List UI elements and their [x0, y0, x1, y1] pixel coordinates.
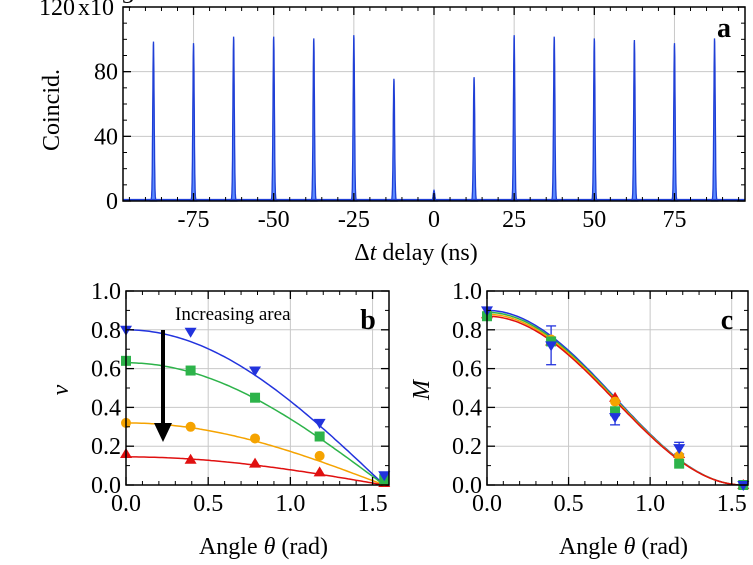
x-tick-label: 50 — [582, 207, 606, 233]
panel-letter: a — [717, 13, 731, 44]
y-tick-label: 0.2 — [452, 434, 482, 460]
y-tick-label: 0.8 — [452, 318, 482, 344]
y-axis-label: v — [48, 384, 74, 395]
x-tick-label: 25 — [502, 207, 526, 233]
data-point-circle — [314, 450, 325, 461]
y-tick-label: 0.0 — [452, 473, 482, 499]
panel-b: 0.0 0.5 1.0 1.5 0.0 0.2 0.4 0.6 0.8 1.0 v Angle θ (… — [48, 279, 391, 560]
x-axis-label-suffix: (rad) — [275, 534, 328, 560]
panel-letter: c — [721, 305, 733, 336]
x-axis-label: Δt delay (ns) — [354, 240, 477, 266]
data-point-square — [674, 458, 685, 469]
coincidence-peak — [670, 43, 679, 202]
x-tick-label: 0.0 — [472, 491, 502, 517]
data-point-square — [185, 365, 196, 376]
y-tick-label: 40 — [94, 124, 118, 150]
coincidence-peak — [590, 38, 599, 202]
data-point-circle — [610, 396, 621, 407]
x-axis-label-prefix: Δ — [354, 240, 369, 266]
y-multiplier: x10 — [78, 0, 114, 21]
y-tick-label: 0.6 — [452, 357, 482, 383]
x-tick-label: 0.0 — [111, 491, 141, 517]
y-tick-label: 0.4 — [452, 395, 482, 421]
data-point-square — [314, 431, 325, 442]
y-tick-label: 0.6 — [91, 357, 121, 383]
y-tick-label: 80 — [94, 60, 118, 86]
x-tick-label: -25 — [338, 207, 370, 233]
y-tick-label: 0.2 — [91, 434, 121, 460]
coincidence-peak — [350, 35, 358, 202]
data-point-triangle-down — [737, 481, 750, 491]
x-tick-label: -75 — [178, 207, 210, 233]
coincidence-peak — [149, 41, 158, 202]
x-axis-label-var: t — [370, 240, 378, 266]
coincidence-peak — [229, 36, 238, 202]
data-point-triangle-down — [609, 413, 622, 424]
data-point-triangle-down — [184, 327, 197, 338]
y-tick-label: 0.8 — [91, 318, 121, 344]
x-axis-label-suffix: (rad) — [635, 534, 688, 560]
x-tick-label: 0.5 — [193, 491, 223, 517]
data-point-triangle-up — [184, 453, 197, 464]
y-tick-label: 0.0 — [91, 473, 121, 499]
data-point-triangle-down — [313, 418, 326, 429]
x-axis-label-var: θ — [264, 534, 276, 560]
x-tick-label: 0 — [428, 207, 440, 233]
y-tick-label: 0.4 — [91, 395, 121, 421]
panel-c: 0.0 0.5 1.0 1.5 0.0 0.2 0.4 0.6 0.8 1.0 M Angle θ (… — [409, 279, 750, 560]
y-multiplier-exponent: 3 — [122, 0, 134, 9]
x-axis-label-prefix: Angle — [199, 534, 264, 560]
data-point-triangle-down — [378, 471, 391, 482]
x-axis-label-suffix: delay (ns) — [376, 240, 477, 266]
x-axis-label: Angle θ (rad) — [559, 534, 688, 560]
x-tick-label: 75 — [662, 207, 686, 233]
x-tick-label: 1.0 — [275, 491, 305, 517]
y-axis-label: M — [409, 378, 435, 401]
x-tick-label: 0.5 — [554, 491, 584, 517]
data-point-triangle-up — [249, 457, 262, 468]
data-point-circle — [250, 433, 261, 444]
coincidence-peak — [550, 36, 559, 202]
y-tick-label: 0 — [106, 189, 118, 215]
x-axis-label: Angle θ (rad) — [199, 534, 328, 560]
x-tick-label: 1.5 — [717, 491, 747, 517]
coincidence-peak — [710, 38, 719, 202]
data-point-circle — [674, 450, 685, 461]
coincidence-peak — [470, 77, 479, 202]
data-point-circle — [185, 421, 196, 432]
coincidence-peak — [309, 38, 318, 202]
coincidence-peak — [630, 39, 639, 202]
data-point-triangle-down — [673, 444, 686, 455]
data-point-square — [250, 392, 261, 403]
y-tick-label: 120 — [39, 0, 75, 21]
y-tick-label: 1.0 — [452, 279, 482, 305]
data-point-square — [610, 406, 621, 417]
coincidence-peak — [189, 43, 198, 202]
y-axis-label: Coincid. — [39, 69, 65, 151]
x-tick-label: 1.5 — [358, 491, 388, 517]
x-axis-label-prefix: Angle — [559, 534, 624, 560]
coincidence-peak — [510, 35, 519, 202]
coincidence-peak — [269, 36, 278, 202]
panel-letter: b — [360, 305, 376, 336]
coincidence-peak — [390, 78, 398, 202]
data-point-triangle-up — [313, 466, 326, 477]
x-tick-label: 1.0 — [635, 491, 665, 517]
x-axis-label-var: θ — [624, 534, 636, 560]
annotation-arrow-head — [154, 423, 172, 442]
annotation-text: Increasing area — [175, 304, 291, 325]
x-tick-label: -50 — [258, 207, 290, 233]
data-point-triangle-down — [545, 341, 558, 352]
data-point-triangle-down — [249, 366, 262, 377]
y-tick-label: 1.0 — [91, 279, 121, 305]
